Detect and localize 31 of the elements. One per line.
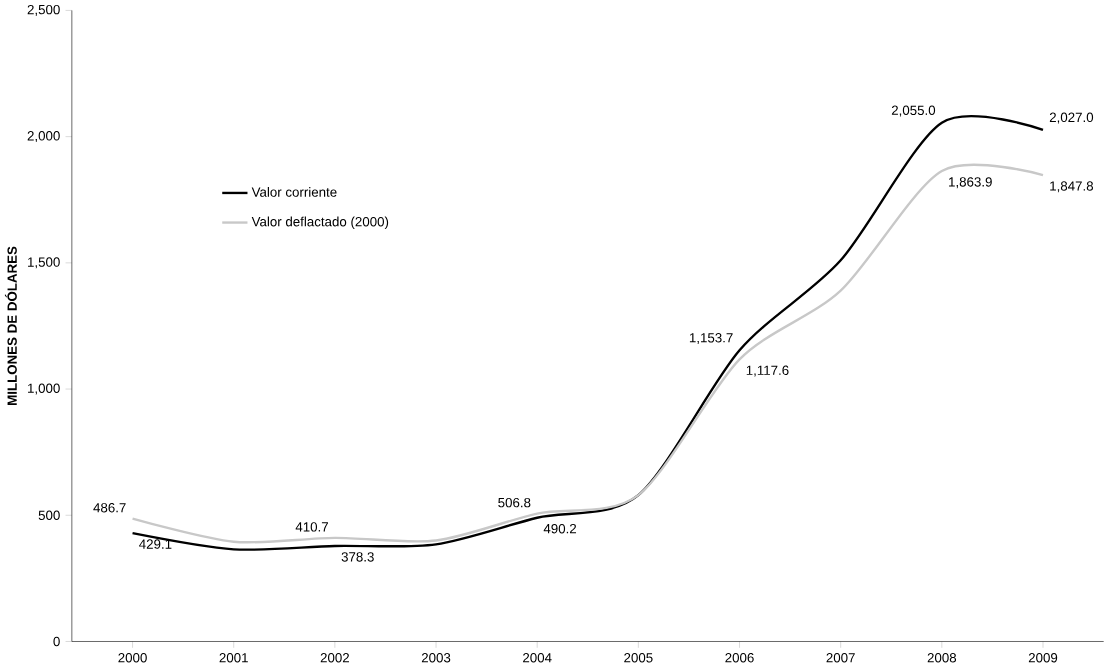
y-tick-label: 500 [38, 510, 60, 520]
data-label: 486.7 [93, 502, 126, 513]
y-tick-label: 1,000 [28, 383, 60, 395]
legend-label: Valor deflactado (2000) [251, 216, 389, 229]
data-label: 1,153.7 [689, 332, 733, 344]
data-label: 490.2 [543, 523, 577, 534]
y-tick-label: 2,500 [27, 4, 60, 16]
x-tick-label: 2004 [523, 652, 552, 663]
data-label: 410.7 [295, 521, 328, 532]
data-label: 2,027.0 [1049, 112, 1094, 124]
data-label: 1,117.6 [746, 365, 789, 377]
x-tick-label: 2007 [826, 652, 855, 663]
y-tick-label: 2,000 [27, 130, 60, 142]
x-tick-label: 2000 [118, 652, 147, 663]
x-tick-label: 2006 [725, 652, 754, 663]
data-label: 1,847.8 [1050, 181, 1094, 193]
data-label: 429.1 [139, 539, 172, 549]
x-tick-label: 2001 [219, 652, 248, 663]
data-label: 2,055.0 [891, 105, 936, 117]
x-tick-label: 2008 [927, 652, 957, 663]
data-label: 506.8 [498, 497, 531, 508]
y-axis-title: MILLONES DE DÓLARES [4, 246, 17, 405]
y-tick-label: 0 [53, 636, 60, 647]
y-tick-label: 1,500 [28, 257, 60, 269]
data-label: 1,863.9 [949, 177, 992, 188]
x-tick-label: 2005 [624, 652, 653, 663]
x-tick-label: 2002 [320, 652, 349, 663]
legend-label: Valor corriente [251, 186, 337, 197]
x-tick-label: 2009 [1028, 652, 1058, 663]
data-label: 378.3 [341, 552, 374, 562]
x-tick-label: 2003 [421, 652, 451, 663]
